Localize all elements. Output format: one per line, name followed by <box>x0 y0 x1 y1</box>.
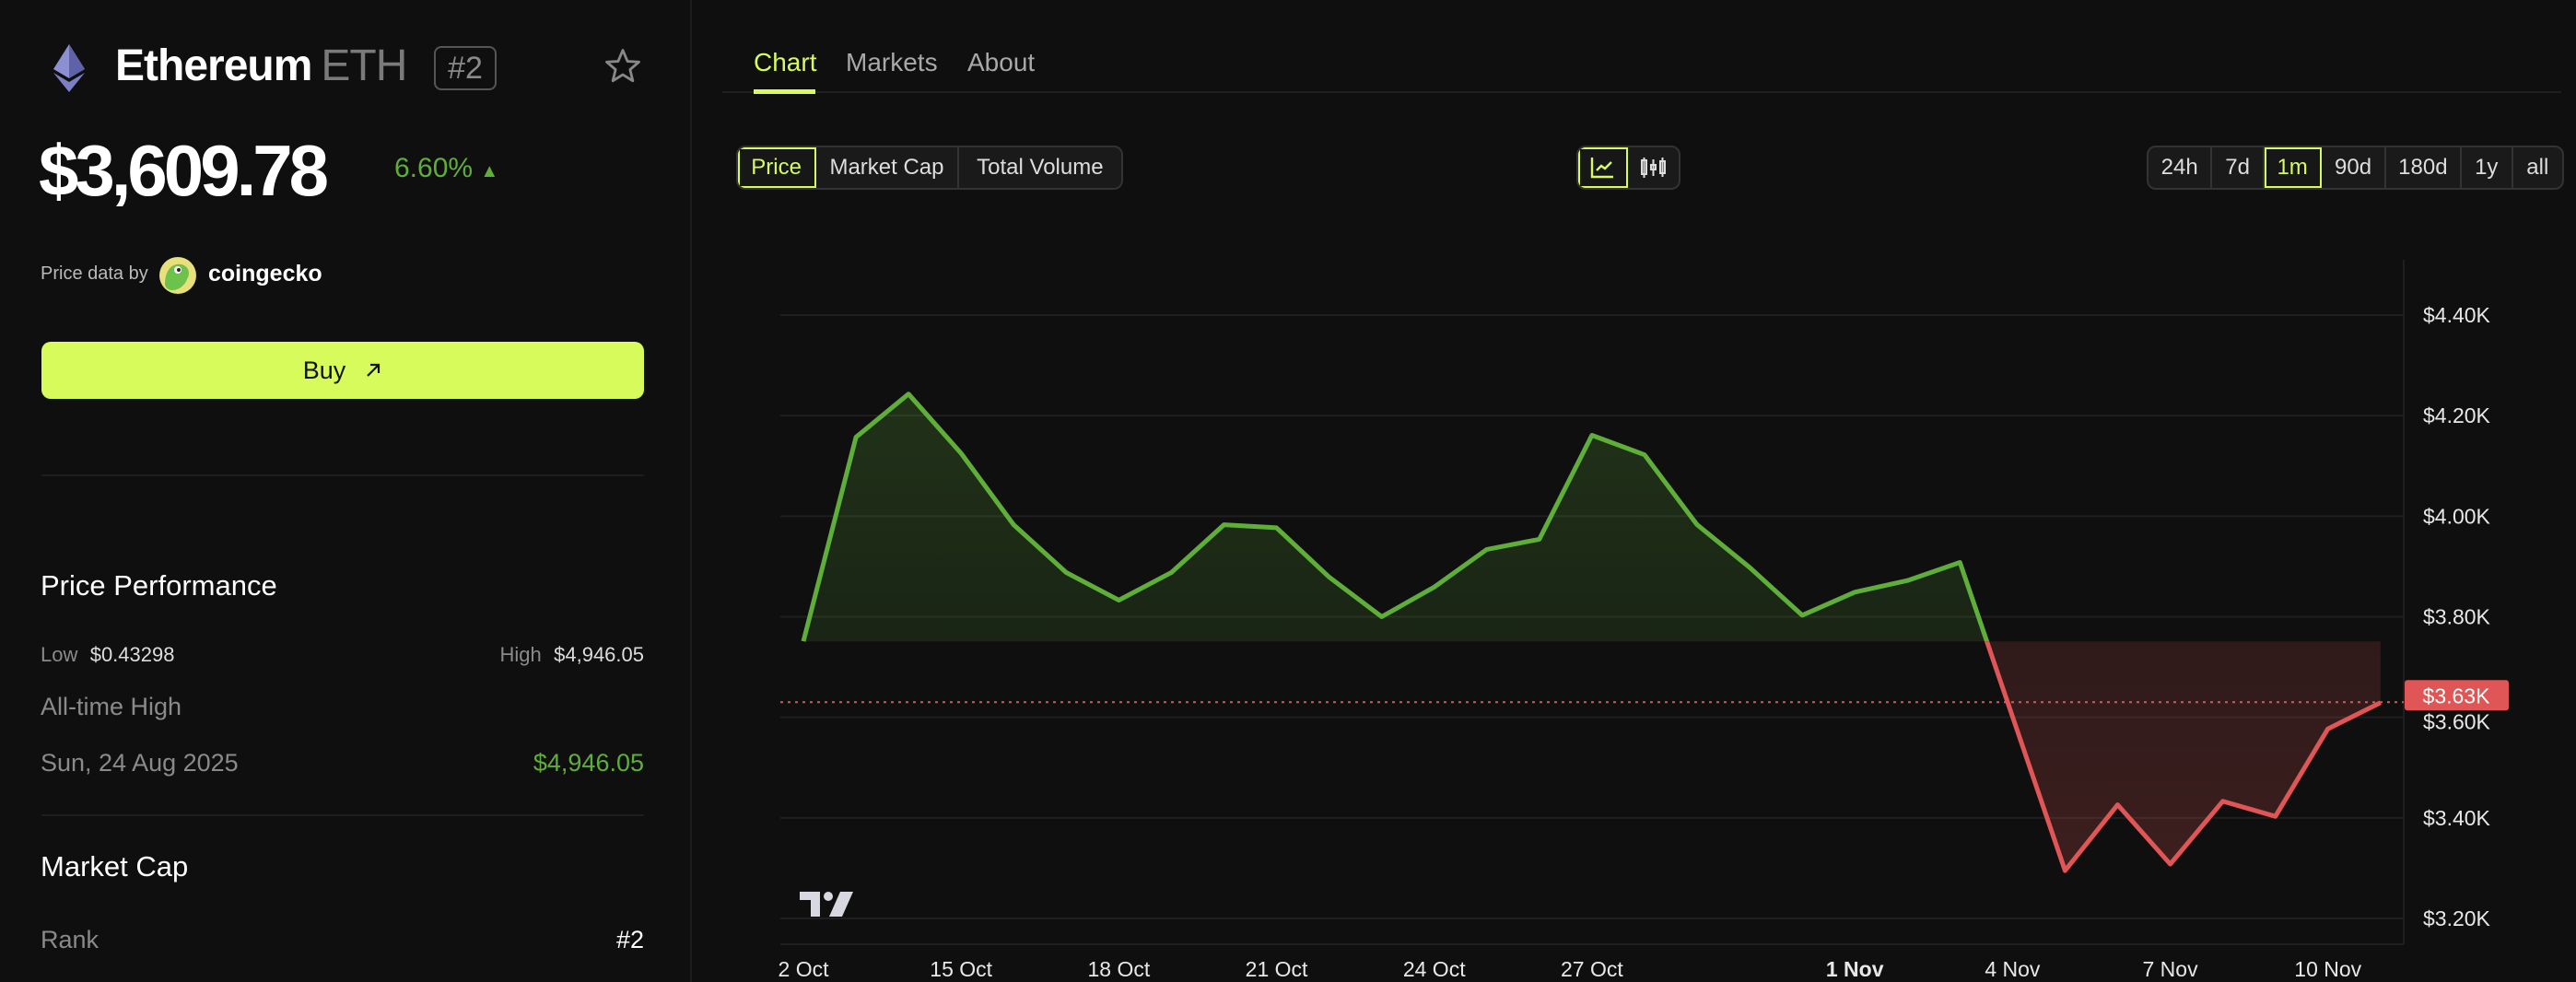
logo-part <box>800 892 820 917</box>
metric-toggle: Price Market Cap Total Volume <box>736 146 1123 190</box>
range-180d-button[interactable]: 180d <box>2386 147 2462 188</box>
price-change: 6.60% ▲ <box>394 153 498 184</box>
tab-about[interactable]: About <box>967 48 1036 76</box>
price-line-up <box>801 392 1990 642</box>
coingecko-logo[interactable] <box>159 257 196 294</box>
chart-panel: Chart Markets About Price Market Cap Tot… <box>692 0 2576 982</box>
range-24h-button[interactable]: 24h <box>2149 147 2213 188</box>
metric-total-volume-button[interactable]: Total Volume <box>977 155 1104 180</box>
tab-markets[interactable]: Markets <box>846 48 938 76</box>
area-fill-up <box>803 393 1987 642</box>
price-change-percent: 6.60% <box>394 153 474 183</box>
x-tick-label: 27 Oct <box>1561 957 1623 981</box>
range-1y-button[interactable]: 1y <box>2462 147 2513 188</box>
market-cap-title: Market Cap <box>41 850 189 883</box>
x-tick-label: 7 Nov <box>2143 957 2199 981</box>
range-7d-button[interactable]: 7d <box>2212 147 2265 188</box>
range-90d-button[interactable]: 90d <box>2322 147 2386 188</box>
coin-sidebar: Ethereum ETH #2 $3,609.78 6.60% ▲ Price d… <box>0 0 692 982</box>
arrow-up-right-icon <box>367 363 381 377</box>
line-chart-button[interactable] <box>1578 147 1629 188</box>
y-tick-label: $4.00K <box>2423 504 2491 528</box>
candlestick-chart-icon <box>1640 158 1666 178</box>
y-tick-label: $4.40K <box>2423 303 2491 327</box>
x-tick-label: 4 Nov <box>1985 957 2041 981</box>
divider <box>41 474 644 476</box>
high-row: High $4,946.05 <box>500 643 644 667</box>
y-tick-label: $3.60K <box>2423 709 2491 733</box>
candlestick-chart-button[interactable] <box>1628 147 1679 188</box>
price-performance-title: Price Performance <box>41 569 277 602</box>
x-tick-label: 21 Oct <box>1246 957 1308 981</box>
divider <box>41 814 644 816</box>
x-tick-label: 2 Oct <box>779 957 830 981</box>
metric-price-button[interactable]: Price <box>738 147 817 188</box>
x-tick-label: 1 Nov <box>1826 957 1884 981</box>
current-price: $3,609.78 <box>39 130 329 211</box>
logo-part <box>824 892 833 901</box>
rank-value: #2 <box>615 926 644 953</box>
triangle-up-icon: ▲ <box>480 161 499 181</box>
y-tick-label: $3.80K <box>2423 605 2491 629</box>
x-tick-label: 18 Oct <box>1087 957 1150 981</box>
range-all-button[interactable]: all <box>2526 155 2549 180</box>
coingecko-name[interactable]: coingecko <box>208 261 322 286</box>
x-tick-label: 10 Nov <box>2294 957 2361 981</box>
ath-value: $4,946.05 <box>533 749 644 777</box>
buy-button[interactable]: Buy <box>41 342 644 399</box>
y-tick-label: $3.20K <box>2423 906 2491 930</box>
metric-market-cap-button[interactable]: Market Cap <box>816 147 959 188</box>
area-fill-down <box>803 641 2381 871</box>
rank-badge: #2 <box>434 46 497 90</box>
range-1m-button[interactable]: 1m <box>2264 147 2323 188</box>
chart-type-toggle <box>1576 146 1680 190</box>
x-tick-label: 24 Oct <box>1403 957 1466 981</box>
x-tick-label: 15 Oct <box>930 957 992 981</box>
coin-title: Ethereum ETH <box>115 41 407 91</box>
price-data-label: Price data by <box>41 263 148 284</box>
rank-label: Rank <box>41 926 100 953</box>
high-value: $4,946.05 <box>554 643 644 666</box>
y-tick-label: $3.40K <box>2423 806 2491 830</box>
ath-label: All-time High <box>41 693 182 720</box>
tab-bar-border <box>722 91 2561 93</box>
ethereum-icon <box>53 44 85 92</box>
low-value: $0.43298 <box>89 643 175 666</box>
line-chart-icon <box>1590 158 1614 179</box>
coin-name: Ethereum <box>115 41 312 90</box>
active-tab-indicator <box>754 89 815 94</box>
low-row: Low $0.43298 <box>41 643 174 667</box>
current-price-badge <box>2405 680 2509 711</box>
star-icon[interactable] <box>603 47 642 86</box>
low-label: Low <box>41 643 78 666</box>
price-line-down <box>803 641 2382 873</box>
coin-symbol: ETH <box>321 41 407 90</box>
logo-part <box>829 892 853 917</box>
tab-chart[interactable]: Chart <box>754 48 817 76</box>
ath-date: Sun, 24 Aug 2025 <box>41 749 239 777</box>
y-tick-label: $4.20K <box>2423 403 2491 427</box>
current-price-label: $3.63K <box>2423 684 2491 707</box>
high-label: High <box>499 643 542 666</box>
buy-label: Buy <box>302 356 346 384</box>
tradingview-logo <box>800 892 853 917</box>
time-range-toggle: 24h 7d 1m 90d 180d 1y all <box>2147 146 2564 190</box>
